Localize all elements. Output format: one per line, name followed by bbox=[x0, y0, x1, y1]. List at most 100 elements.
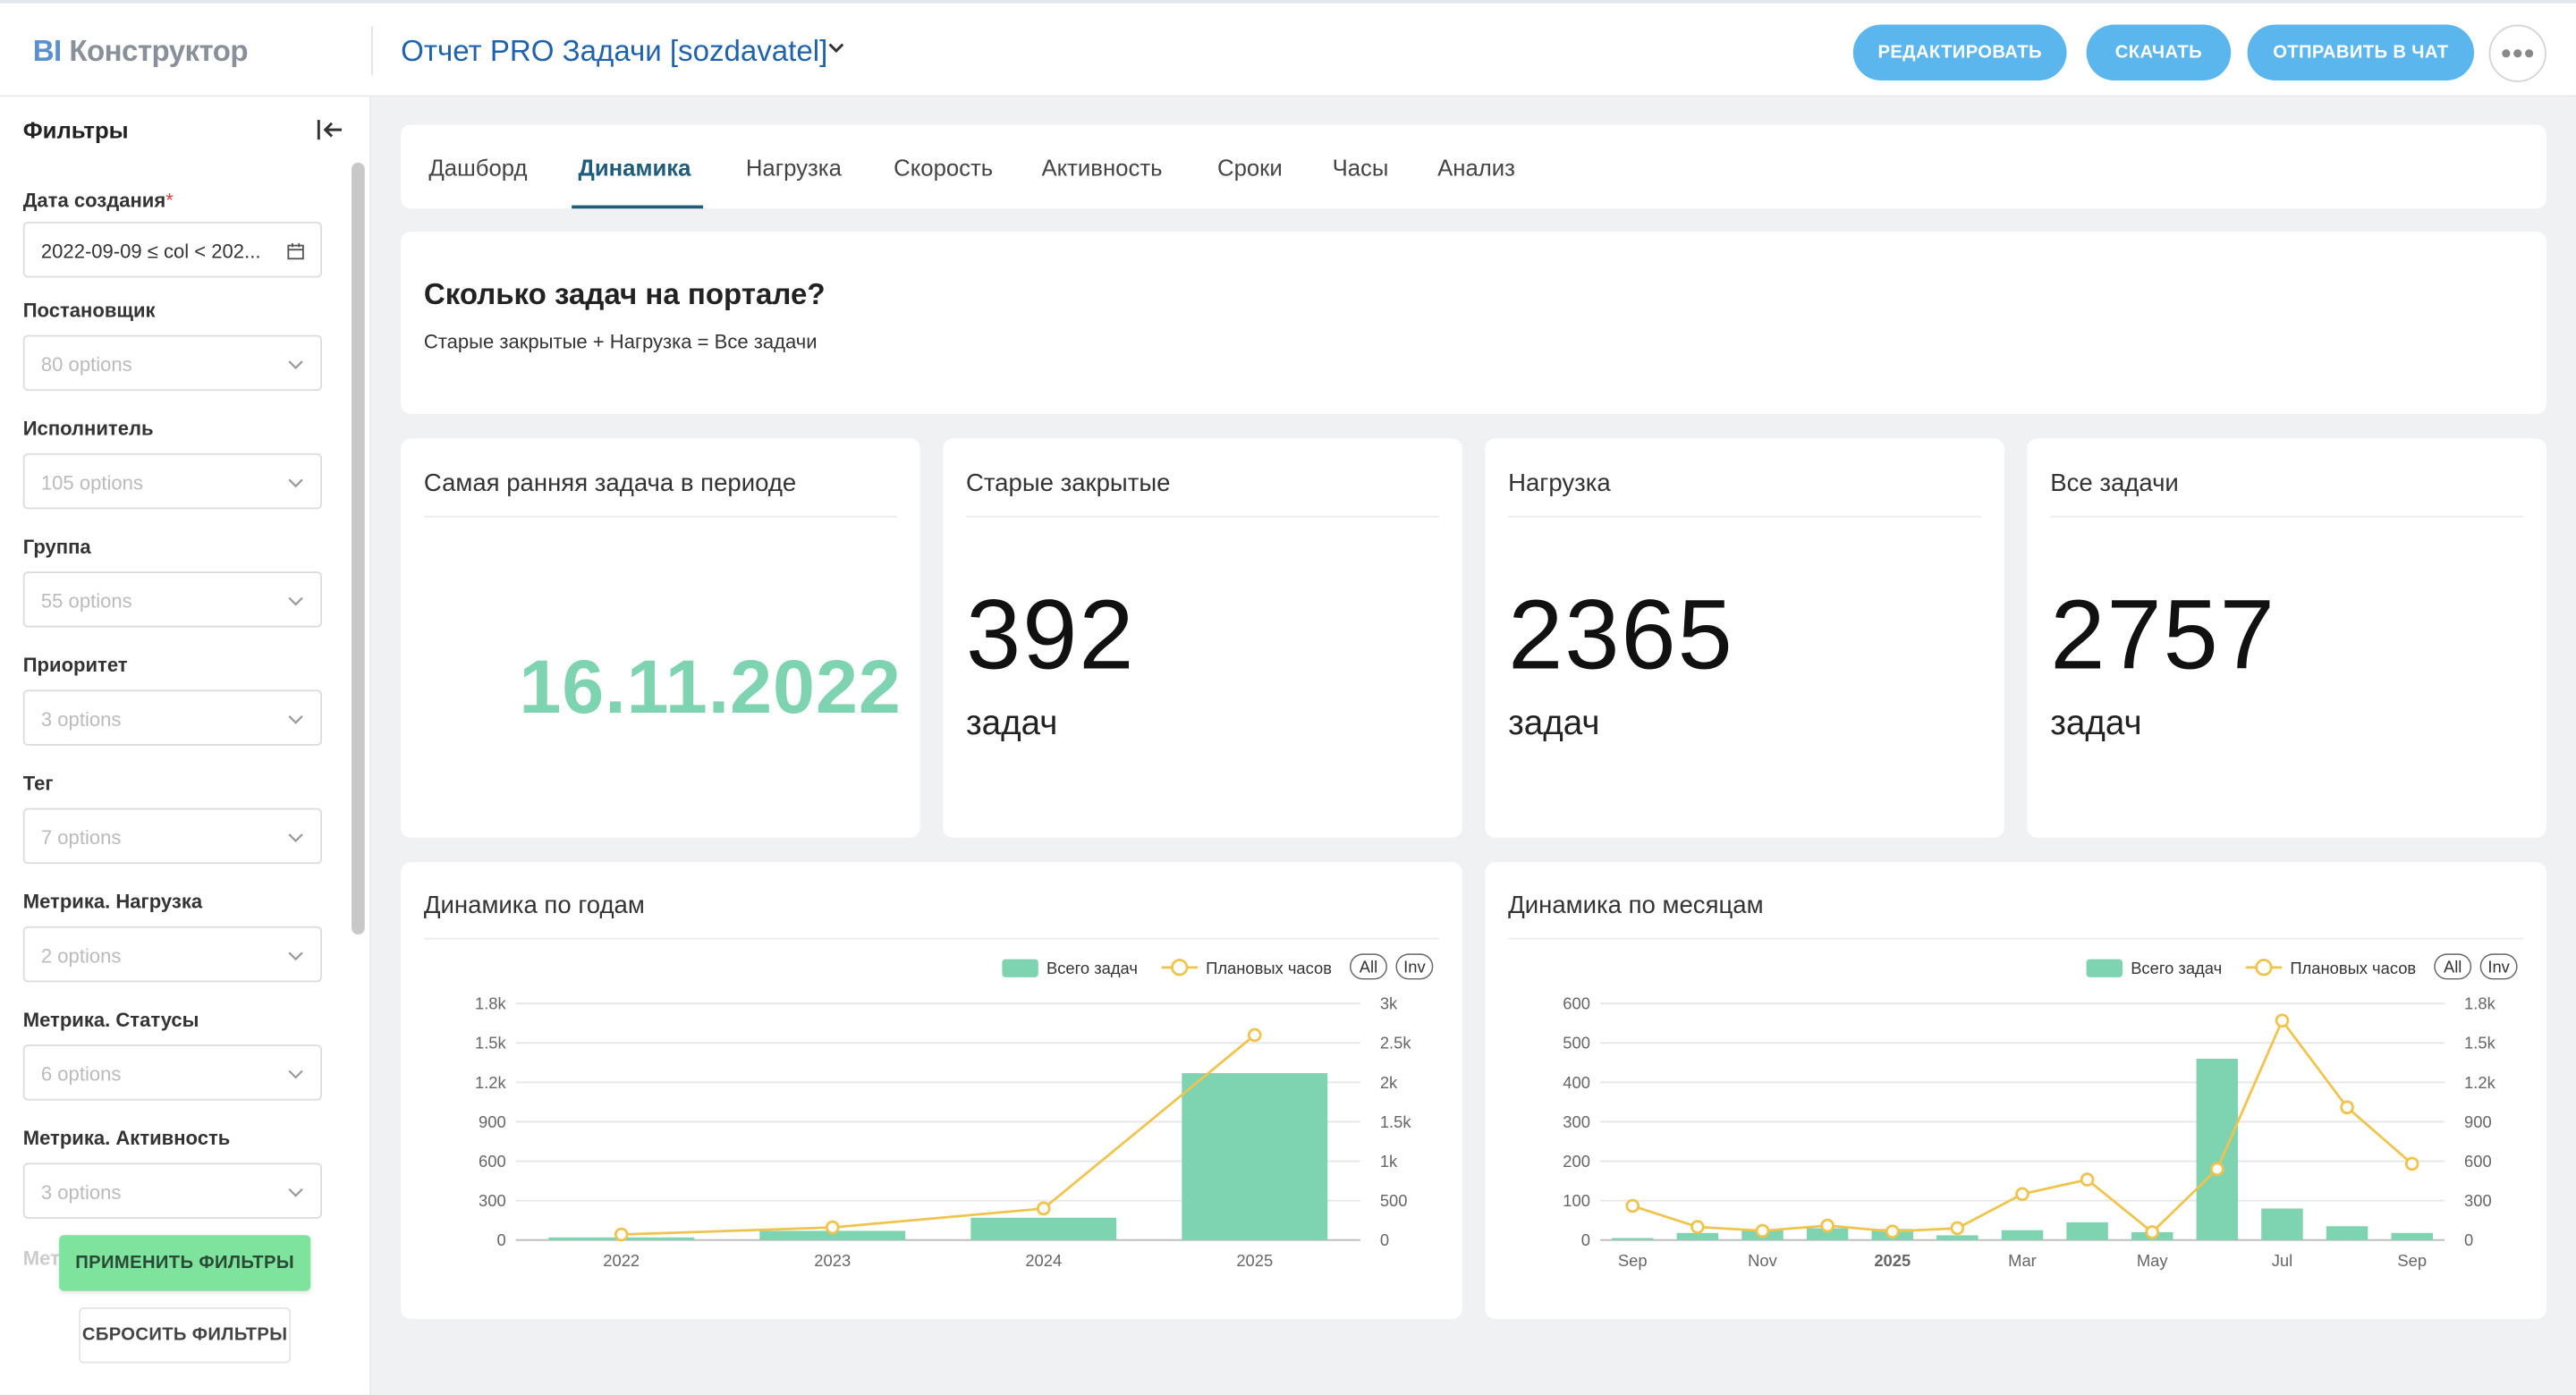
priority-select[interactable]: 3 options bbox=[22, 689, 322, 746]
y-left-tick-label: 600 bbox=[479, 1152, 506, 1171]
line-point bbox=[2340, 1100, 2354, 1115]
bar bbox=[2326, 1226, 2368, 1240]
group-placeholder: 55 options bbox=[40, 589, 132, 613]
bar bbox=[1936, 1235, 1979, 1240]
tab-dynamics[interactable]: Динамика bbox=[578, 154, 691, 182]
brand-name: Конструктор bbox=[69, 34, 249, 68]
tag-select[interactable]: 7 options bbox=[22, 807, 322, 865]
y-right-tick-label: 1.2k bbox=[2464, 1073, 2496, 1092]
chart-divider bbox=[1508, 937, 2524, 940]
legend-swatch-point bbox=[2255, 959, 2273, 976]
bar bbox=[1612, 1238, 1654, 1240]
filter-label-created: Дата создания* bbox=[22, 189, 174, 212]
filter-label-cut: Мет bbox=[22, 1247, 60, 1270]
active-tab-indicator bbox=[572, 205, 704, 209]
legend-toggle-all-button[interactable] bbox=[1350, 953, 1387, 980]
chart-divider bbox=[423, 937, 1439, 940]
legend-toggle-inv-button[interactable] bbox=[1395, 953, 1434, 980]
metric-status-select[interactable]: 6 options bbox=[22, 1044, 322, 1101]
tabs-bar bbox=[401, 124, 2546, 209]
chevron-down-icon bbox=[288, 596, 303, 606]
x-tick-label: 2022 bbox=[603, 1251, 640, 1270]
filter-sidebar: Фильтры Дата создания* 2022-09-09 ≤ col … bbox=[0, 97, 372, 1395]
chevron-down-icon[interactable] bbox=[825, 36, 848, 59]
assignee-placeholder: 105 options bbox=[40, 471, 143, 495]
report-title[interactable]: Отчет PRO Задачи [sozdavatel] bbox=[401, 34, 828, 68]
y-left-tick-label: 300 bbox=[1563, 1112, 1590, 1131]
metric-activity-select[interactable]: 3 options bbox=[22, 1162, 322, 1219]
apply-filters-button[interactable]: ПРИМЕНИТЬ ФИЛЬТРЫ bbox=[59, 1235, 311, 1291]
y-left-tick-label: 200 bbox=[1563, 1152, 1590, 1171]
author-placeholder: 80 options bbox=[40, 352, 132, 376]
top-bar: BI Конструктор Отчет PRO Задачи [sozdava… bbox=[0, 0, 2576, 97]
send-to-chat-button[interactable]: ОТПРАВИТЬ В ЧАТ bbox=[2247, 24, 2475, 80]
tab-speed[interactable]: Скорость bbox=[894, 154, 994, 182]
filter-label-metric-status: Метрика. Статусы bbox=[22, 1008, 199, 1032]
legend-swatch-bars bbox=[1002, 959, 1038, 977]
x-tick-label: Sep bbox=[1618, 1251, 1648, 1270]
sidebar-scrollbar[interactable] bbox=[352, 162, 365, 935]
tab-activity[interactable]: Активность bbox=[1041, 154, 1163, 182]
tab-dashboard[interactable]: Дашборд bbox=[428, 154, 528, 182]
assignee-select[interactable]: 105 options bbox=[22, 452, 322, 510]
bar bbox=[2196, 1058, 2239, 1240]
more-options-button[interactable] bbox=[2488, 24, 2546, 82]
tab-deadlines[interactable]: Сроки bbox=[1216, 154, 1283, 182]
kpi-all-title: Все задачи bbox=[2050, 469, 2179, 498]
bar bbox=[2391, 1232, 2433, 1240]
line-point bbox=[1247, 1027, 1262, 1043]
legend-toggle-label: Inv bbox=[2487, 957, 2510, 976]
legend-toggle-label: All bbox=[2444, 957, 2462, 976]
line-point bbox=[2275, 1013, 2290, 1028]
y-right-tick-label: 300 bbox=[2464, 1191, 2492, 1210]
kpi-earliest-title: Самая ранняя задача в периоде bbox=[423, 469, 797, 498]
brand-bi: BI bbox=[32, 34, 63, 68]
author-select[interactable]: 80 options bbox=[22, 334, 322, 392]
reset-filters-button[interactable]: СБРОСИТЬ ФИЛЬТРЫ bbox=[79, 1307, 292, 1364]
y-right-tick-label: 1.5k bbox=[1380, 1112, 1412, 1131]
kpi-divider bbox=[2050, 515, 2524, 518]
x-tick-label: 2024 bbox=[1025, 1251, 1062, 1270]
y-right-tick-label: 500 bbox=[1380, 1191, 1408, 1210]
filter-label-assignee: Исполнитель bbox=[22, 417, 154, 441]
legend-toggle-inv-button[interactable] bbox=[2479, 953, 2518, 980]
kpi-all-unit: задач bbox=[2050, 704, 2142, 743]
x-tick-label: 2023 bbox=[814, 1251, 851, 1270]
chart-months-title: Динамика по месяцам bbox=[1508, 892, 1764, 920]
y-right-tick-label: 0 bbox=[1380, 1230, 1389, 1249]
chart-years: Всего задач Плановых часов All Inv 0 0 300 500 6… bbox=[475, 953, 1434, 1270]
tab-load[interactable]: Нагрузка bbox=[745, 154, 842, 182]
created-date-range-input[interactable]: 2022-09-09 ≤ col < 202... bbox=[22, 221, 322, 278]
group-select[interactable]: 55 options bbox=[22, 571, 322, 628]
bar bbox=[2001, 1230, 2044, 1240]
x-tick-label: Nov bbox=[1748, 1251, 1777, 1270]
download-button[interactable]: СКАЧАТЬ bbox=[2086, 24, 2232, 80]
kpi-old-closed-title: Старые закрытые bbox=[965, 469, 1171, 498]
x-tick-label: 2025 bbox=[1874, 1251, 1911, 1270]
edit-button[interactable]: РЕДАКТИРОВАТЬ bbox=[1852, 24, 2067, 80]
tab-hours[interactable]: Часы bbox=[1332, 154, 1389, 182]
y-right-tick-label: 3k bbox=[1380, 994, 1398, 1013]
line-point bbox=[1036, 1201, 1051, 1216]
legend-toggle-label: All bbox=[1360, 957, 1377, 976]
y-right-tick-label: 1.5k bbox=[2464, 1034, 2496, 1053]
question-card bbox=[401, 231, 2546, 414]
collapse-sidebar-icon[interactable] bbox=[316, 116, 345, 142]
y-left-tick-label: 400 bbox=[1563, 1073, 1590, 1092]
dot-icon bbox=[2525, 49, 2534, 58]
chart-months: Всего задач Плановых часов All Inv 0 0 100 300 2… bbox=[1563, 953, 2518, 1270]
x-tick-label: 2025 bbox=[1236, 1251, 1273, 1270]
kpi-all-value: 2757 bbox=[2050, 579, 2276, 690]
chevron-down-icon bbox=[288, 715, 303, 724]
line-point bbox=[1755, 1223, 1770, 1239]
legend-toggle-all-button[interactable] bbox=[2434, 953, 2472, 980]
priority-placeholder: 3 options bbox=[40, 707, 122, 731]
brand-logo[interactable]: BI Конструктор bbox=[32, 34, 249, 70]
line-point bbox=[1820, 1218, 1835, 1233]
kpi-load-value: 2365 bbox=[1508, 579, 1734, 690]
x-tick-label: Sep bbox=[2397, 1251, 2427, 1270]
dot-icon bbox=[2513, 49, 2522, 58]
metric-load-select[interactable]: 2 options bbox=[22, 926, 322, 983]
tab-analysis[interactable]: Анализ bbox=[1437, 154, 1515, 182]
line-point bbox=[2015, 1187, 2029, 1202]
